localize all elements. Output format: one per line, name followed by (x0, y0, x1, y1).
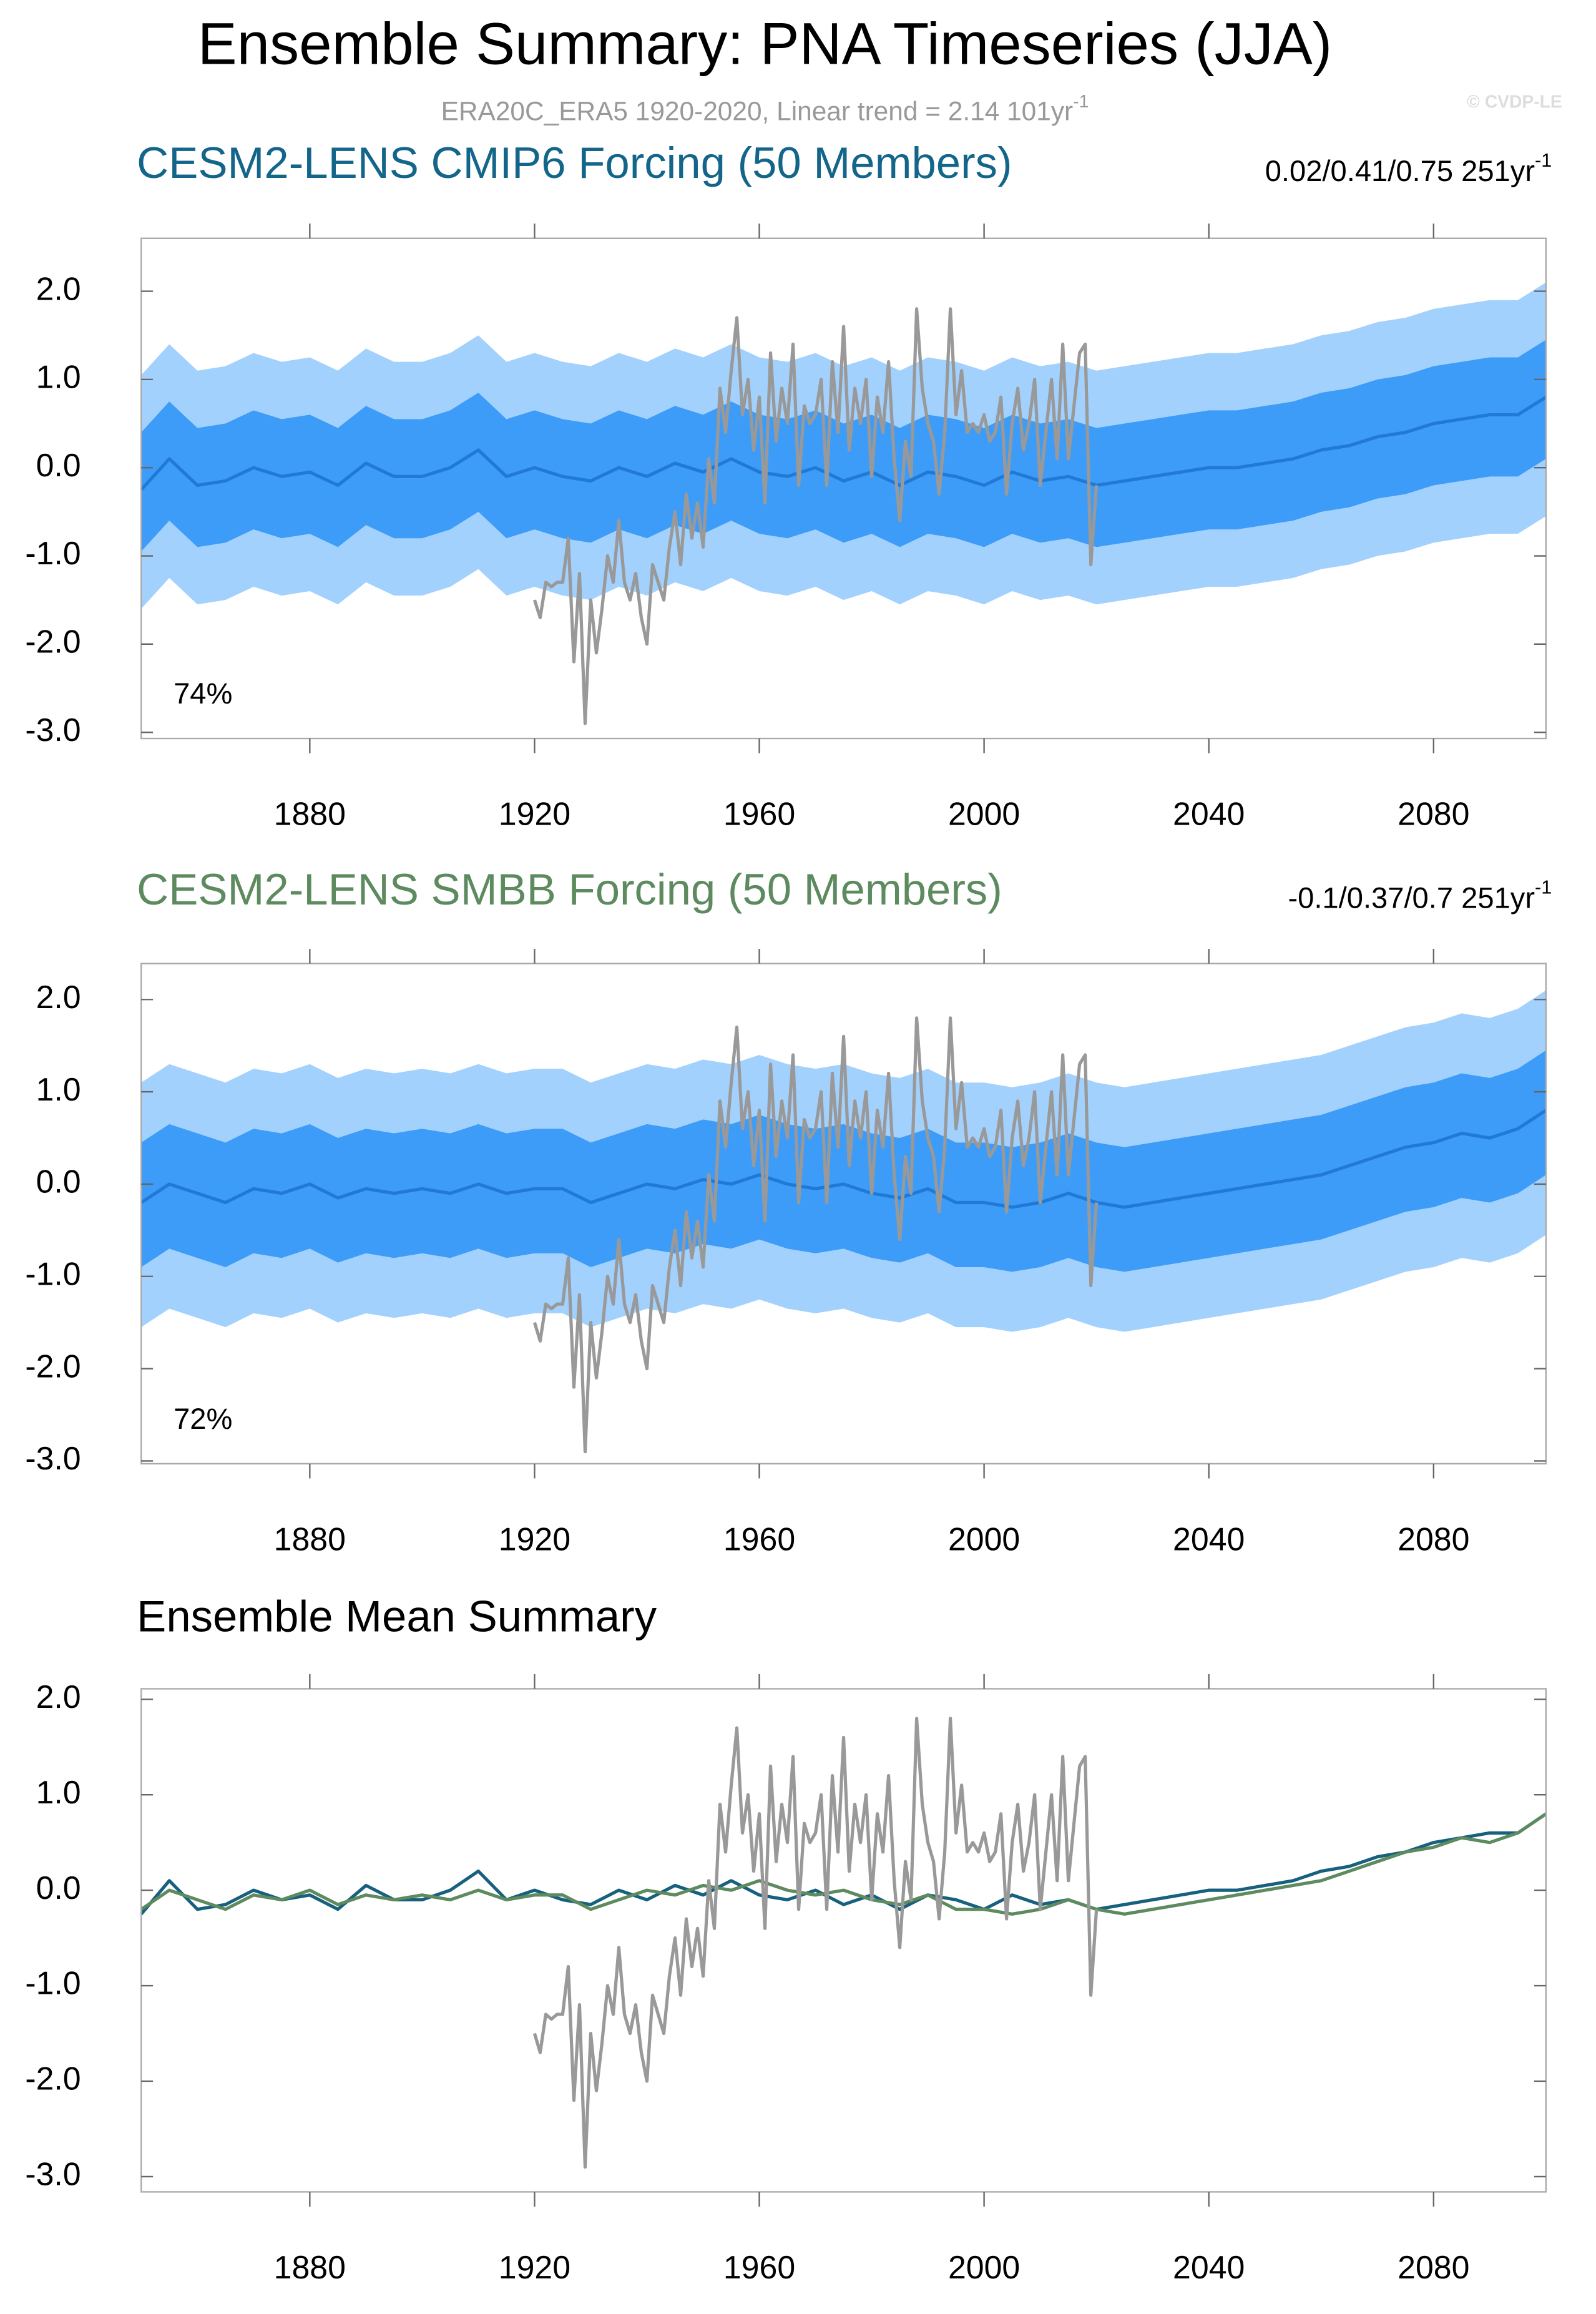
subtitle-text: ERA20C_ERA5 1920-2020, Linear trend = 2.… (441, 97, 1074, 126)
series-line (140, 1109, 1547, 1209)
percent-annotation: 74% (174, 677, 232, 710)
percent-annotation: 72% (174, 1402, 232, 1435)
x-tick-label: 1920 (499, 2249, 570, 2285)
subtitle-sup: -1 (1073, 91, 1089, 111)
y-tick-label: -3.0 (25, 2156, 81, 2192)
plot-border (140, 1688, 1547, 2193)
y-tick-label: -1.0 (25, 1255, 81, 1292)
panel-title: Ensemble Mean Summary (137, 1591, 657, 1640)
x-tick-label: 2040 (1173, 1521, 1245, 1557)
y-tick-label: -2.0 (25, 2061, 81, 2097)
y-tick-label: 0.0 (36, 1164, 81, 1200)
panel-stats: -0.1/0.37/0.7 251yr-1 (1288, 877, 1552, 914)
x-tick-label: 2080 (1398, 796, 1469, 832)
series-line (532, 307, 1099, 725)
series-line (532, 1016, 1099, 1454)
panel-title: CESM2-LENS SMBB Forcing (50 Members) (137, 865, 1002, 914)
x-tick-label: 1960 (723, 2249, 795, 2285)
y-tick-label: 1.0 (36, 1071, 81, 1107)
y-tick-label: -3.0 (25, 1440, 81, 1476)
stats-sup: -1 (1535, 150, 1552, 171)
stats-text: 0.02/0.41/0.75 251yr (1265, 155, 1535, 188)
series-line (140, 1812, 1547, 1916)
x-tick-label: 2000 (948, 1521, 1020, 1557)
x-tick-label: 2040 (1173, 796, 1245, 832)
y-tick-label: -3.0 (25, 712, 81, 748)
series-line (532, 1717, 1099, 2169)
y-tick-label: -2.0 (25, 1348, 81, 1384)
y-tick-label: -1.0 (25, 535, 81, 571)
series-line (140, 1812, 1547, 1916)
stats-sup: -1 (1535, 877, 1552, 898)
x-tick-label: 2000 (948, 796, 1020, 832)
x-tick-label: 2040 (1173, 2249, 1245, 2285)
stats-text: -0.1/0.37/0.7 251yr (1288, 881, 1535, 914)
x-tick-label: 1880 (274, 1521, 346, 1557)
y-tick-label: -1.0 (25, 1965, 81, 2001)
y-tick-label: 1.0 (36, 1774, 81, 1810)
x-tick-label: 1920 (499, 796, 570, 832)
panel-stats: 0.02/0.41/0.75 251yr-1 (1265, 150, 1552, 187)
x-tick-label: 1960 (723, 1521, 795, 1557)
x-tick-label: 1960 (723, 796, 795, 832)
x-tick-label: 2000 (948, 2249, 1020, 2285)
y-tick-label: 2.0 (36, 979, 81, 1015)
y-tick-label: 2.0 (36, 270, 81, 306)
figure-subtitle: ERA20C_ERA5 1920-2020, Linear trend = 2.… (441, 91, 1089, 125)
x-tick-label: 2080 (1398, 1521, 1469, 1557)
y-tick-label: 0.0 (36, 1870, 81, 1906)
spread-band (141, 1050, 1546, 1272)
credit: © CVDP-LE (1467, 91, 1562, 111)
y-tick-label: -2.0 (25, 624, 81, 660)
y-tick-label: 0.0 (36, 447, 81, 483)
spread-band (141, 340, 1546, 552)
plot-border (140, 237, 1547, 740)
y-tick-label: 2.0 (36, 1679, 81, 1715)
panel-title: CESM2-LENS CMIP6 Forcing (50 Members) (137, 138, 1012, 187)
x-tick-label: 1880 (274, 2249, 346, 2285)
x-tick-label: 1920 (499, 1521, 570, 1557)
plot-border (140, 963, 1547, 1465)
y-tick-label: 1.0 (36, 359, 81, 395)
figure-title: Ensemble Summary: PNA Timeseries (JJA) (198, 11, 1332, 77)
x-tick-label: 2080 (1398, 2249, 1469, 2285)
series-line (140, 395, 1547, 491)
x-tick-label: 1880 (274, 796, 346, 832)
